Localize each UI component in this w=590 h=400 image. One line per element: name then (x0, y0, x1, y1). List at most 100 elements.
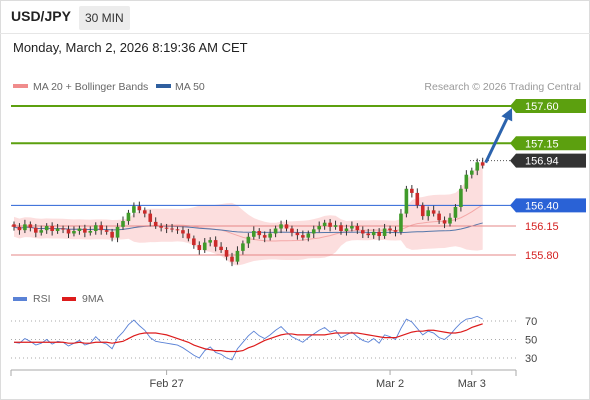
candle-body (480, 162, 485, 166)
candle-body (175, 229, 180, 231)
candle-body (339, 225, 343, 231)
rsi-legend-label: RSI (33, 293, 51, 305)
candle-body (12, 224, 16, 227)
candle-body (39, 230, 44, 233)
pivot-label: 156.40 (525, 200, 559, 212)
candle-body (192, 238, 196, 246)
rsi-tick-label: 50 (525, 335, 537, 347)
rsi-tick-label: 70 (525, 316, 537, 328)
candle-body (246, 236, 251, 244)
x-axis-tick-label: Mar 2 (376, 378, 404, 390)
candle-body (448, 217, 452, 224)
candle-body (361, 230, 365, 234)
candle-body (301, 235, 305, 238)
resistance-label: 157.60 (525, 101, 559, 113)
candle-body (262, 235, 267, 238)
candle-body (219, 246, 223, 251)
candle-body (366, 233, 371, 236)
candle-body (322, 222, 327, 227)
candle-body (355, 226, 360, 231)
candle-body (426, 210, 430, 217)
candle-body (317, 226, 321, 230)
candle-body (470, 170, 474, 175)
resistance-label-box (510, 99, 586, 113)
ma50-line (13, 222, 483, 234)
ma9-legend-label: 9MA (82, 293, 104, 305)
candle-body (126, 212, 131, 222)
candle-body (66, 229, 71, 234)
candle-body (121, 221, 125, 227)
candle-body (148, 213, 153, 222)
x-axis-tick-label: Mar 3 (458, 378, 486, 390)
resistance-label-box (510, 136, 586, 151)
ma50-legend-label: MA 50 (175, 81, 205, 93)
candle-body (410, 188, 414, 193)
candle-body (202, 242, 207, 251)
candle-body (241, 243, 245, 251)
candle-body (344, 228, 349, 231)
candle-body (213, 240, 218, 247)
main-plot: 157.60 157.15 156.94 156.40 156.15 155.80 (11, 99, 586, 267)
rsi-line (13, 315, 483, 361)
candle-body (115, 226, 120, 238)
candle-body (208, 240, 212, 243)
candle-body (333, 225, 338, 227)
x-axis: Feb 27 Mar 2 Mar 3 (149, 370, 486, 390)
candle-body (284, 224, 289, 229)
rsi-ma-line (14, 323, 483, 353)
candle-body (153, 221, 158, 227)
candle-body (50, 226, 54, 231)
candle-body (431, 210, 436, 214)
ma20-legend-swatch (13, 84, 28, 88)
candle-body (159, 226, 163, 228)
candle-body (279, 224, 283, 229)
projection-arrow-head (501, 108, 513, 122)
candle-body (273, 228, 278, 234)
candle-body (295, 232, 300, 236)
candle-body (453, 206, 458, 218)
candle-body (459, 188, 463, 207)
candle-body (110, 231, 114, 238)
candle-body (143, 210, 147, 214)
candle-body (257, 230, 262, 236)
timeframe-badge[interactable]: 30 MIN (79, 6, 130, 30)
candle-body (137, 206, 142, 211)
rsi-tick-label: 30 (525, 353, 537, 365)
projection-arrow-shaft (484, 118, 509, 164)
candle-body (268, 233, 272, 238)
candle-body (34, 227, 38, 233)
candle-body (252, 230, 256, 237)
candle-body (88, 230, 93, 233)
candle-body (44, 226, 49, 231)
candle-body (235, 250, 240, 262)
support-label: 156.15 (525, 221, 559, 233)
pivot-label-box (510, 198, 586, 213)
candle-body (197, 245, 202, 251)
candle-body (224, 250, 229, 257)
candle-body (442, 220, 447, 224)
resistance-label: 157.15 (525, 138, 559, 150)
rsi-plot: 70 50 30 (11, 315, 537, 365)
candle-body (17, 226, 22, 231)
candle-body (230, 256, 234, 262)
rsi-legend-swatch (13, 297, 27, 301)
candle-body (104, 230, 109, 232)
candle-body (28, 224, 33, 228)
candle-body (311, 229, 316, 234)
candle-body (350, 226, 354, 229)
candle-body (420, 205, 425, 217)
last-price-label: 156.94 (525, 156, 559, 168)
header-divider (0, 33, 590, 34)
candle-body (399, 213, 403, 232)
candle-body (23, 224, 27, 231)
candle-body (388, 228, 392, 231)
candle-body (181, 230, 185, 234)
candle-body (415, 192, 420, 206)
candle-body (99, 225, 103, 231)
candle-body (464, 174, 469, 189)
candle-body (377, 231, 381, 236)
research-credit: Research © 2026 Trading Central (424, 81, 581, 93)
ma50-legend-swatch (156, 84, 171, 88)
candle-body (382, 228, 387, 236)
support-label: 155.80 (525, 250, 559, 262)
